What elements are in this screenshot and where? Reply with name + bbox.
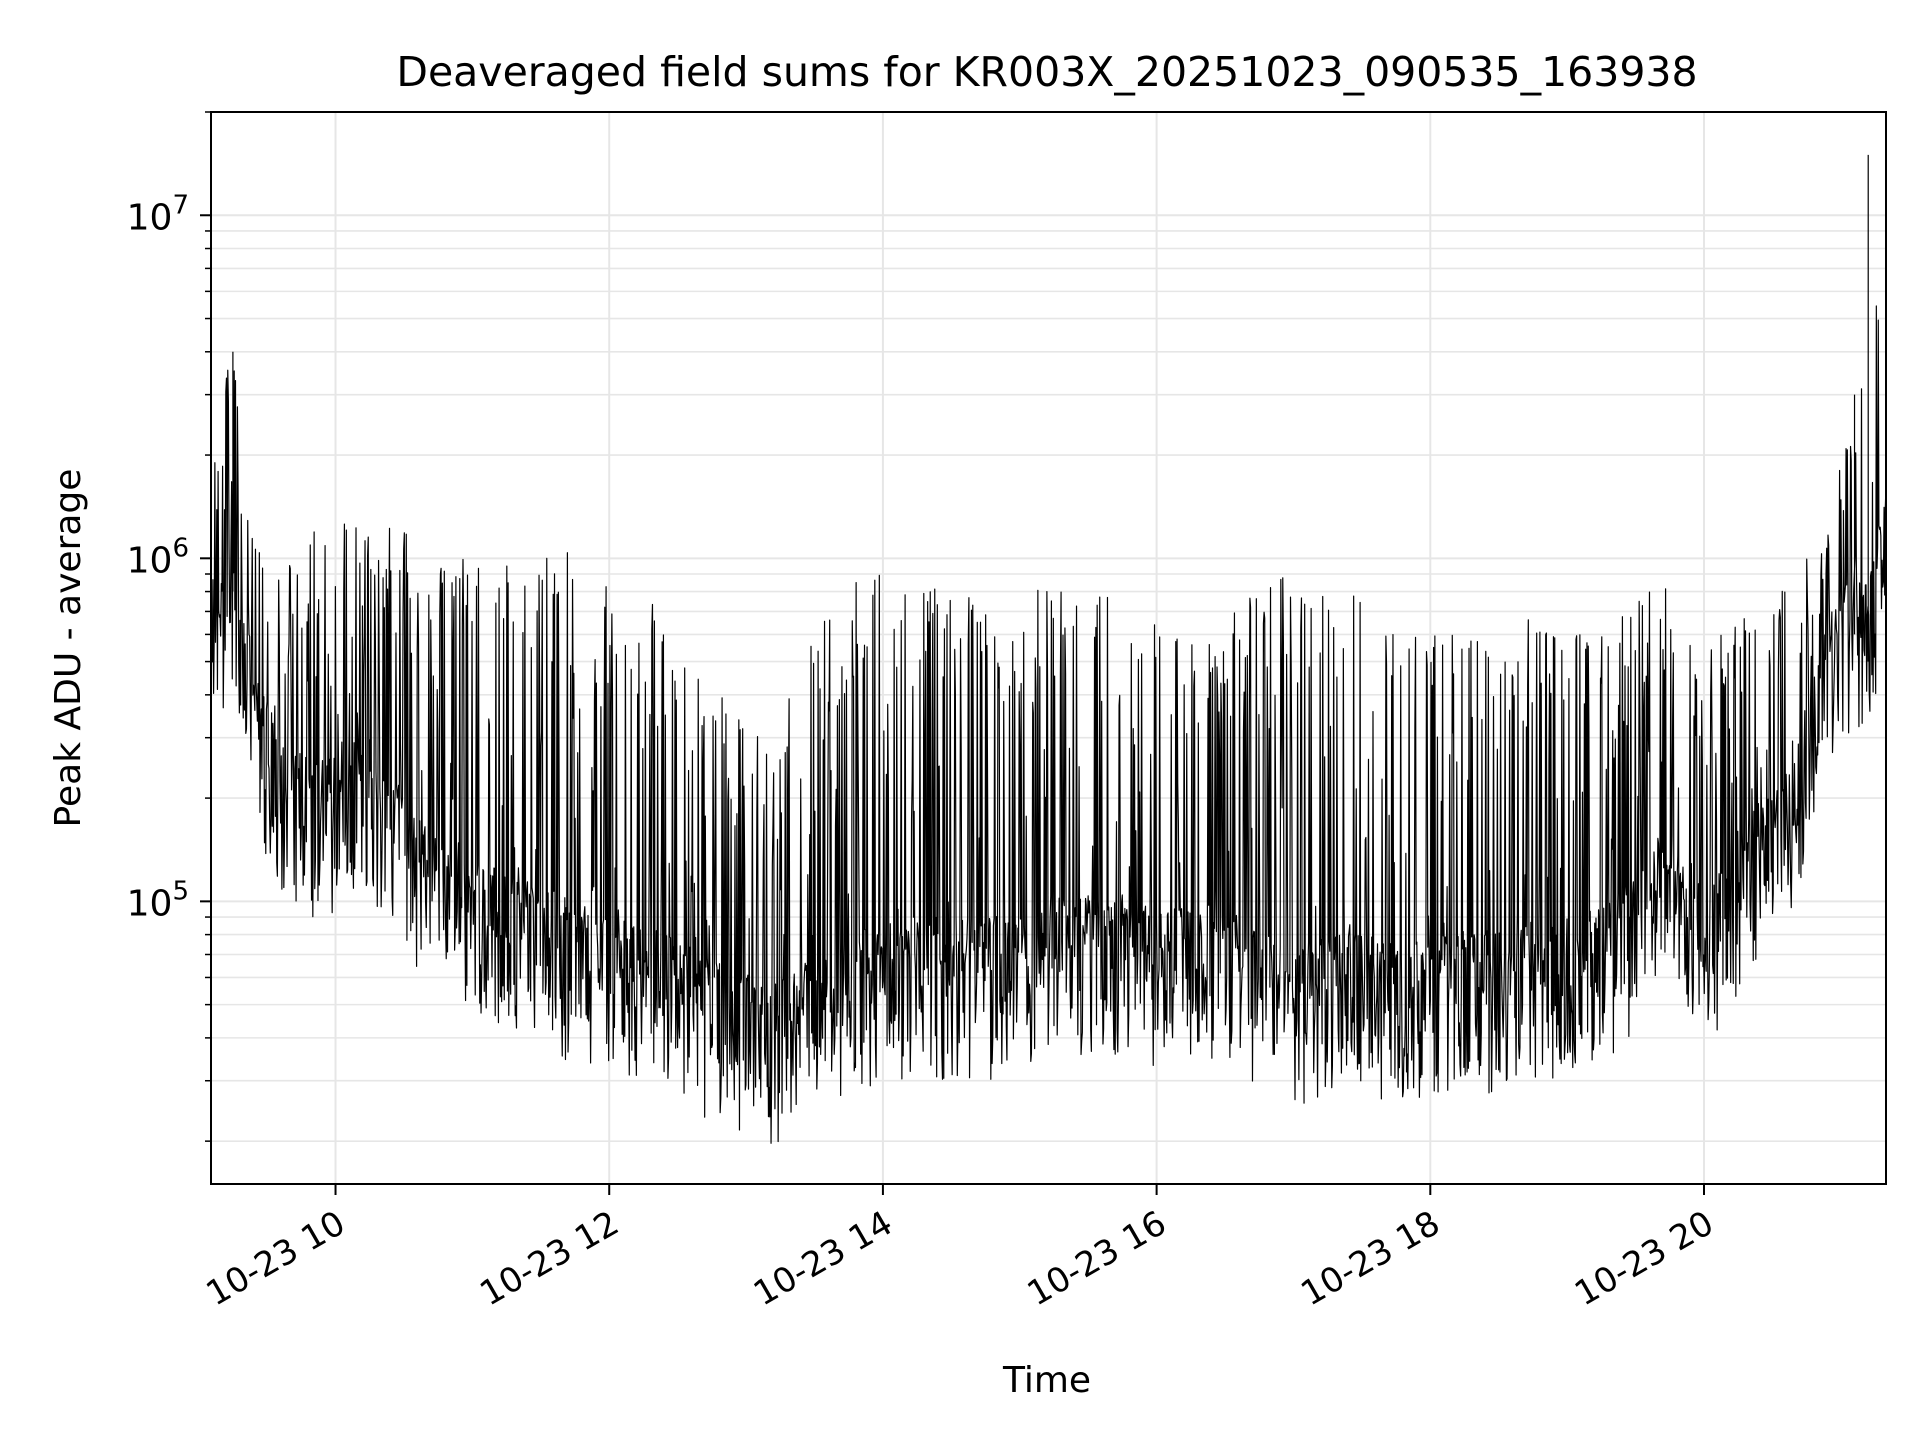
y-axis-label: Peak ADU - average [48,469,89,828]
series-line-peak-adu [210,154,1887,1144]
data-series [210,154,1887,1144]
y-tick-label-base: 10 [127,197,173,238]
x-axis-label: Time [1002,1360,1091,1401]
y-tick-label: 106 [127,533,189,581]
chart-title: Deaveraged field sums for KR003X_2025102… [396,48,1697,96]
y-tick-label-base: 10 [127,883,173,924]
y-tick-label: 105 [127,876,189,924]
y-tick-label-exponent: 7 [172,190,189,220]
y-tick-label-exponent: 6 [172,533,189,563]
y-tick-label-base: 10 [127,540,173,581]
y-tick-label: 107 [127,190,189,238]
y-tick-label-exponent: 5 [172,876,189,906]
plot-area-frame [210,111,1887,1185]
